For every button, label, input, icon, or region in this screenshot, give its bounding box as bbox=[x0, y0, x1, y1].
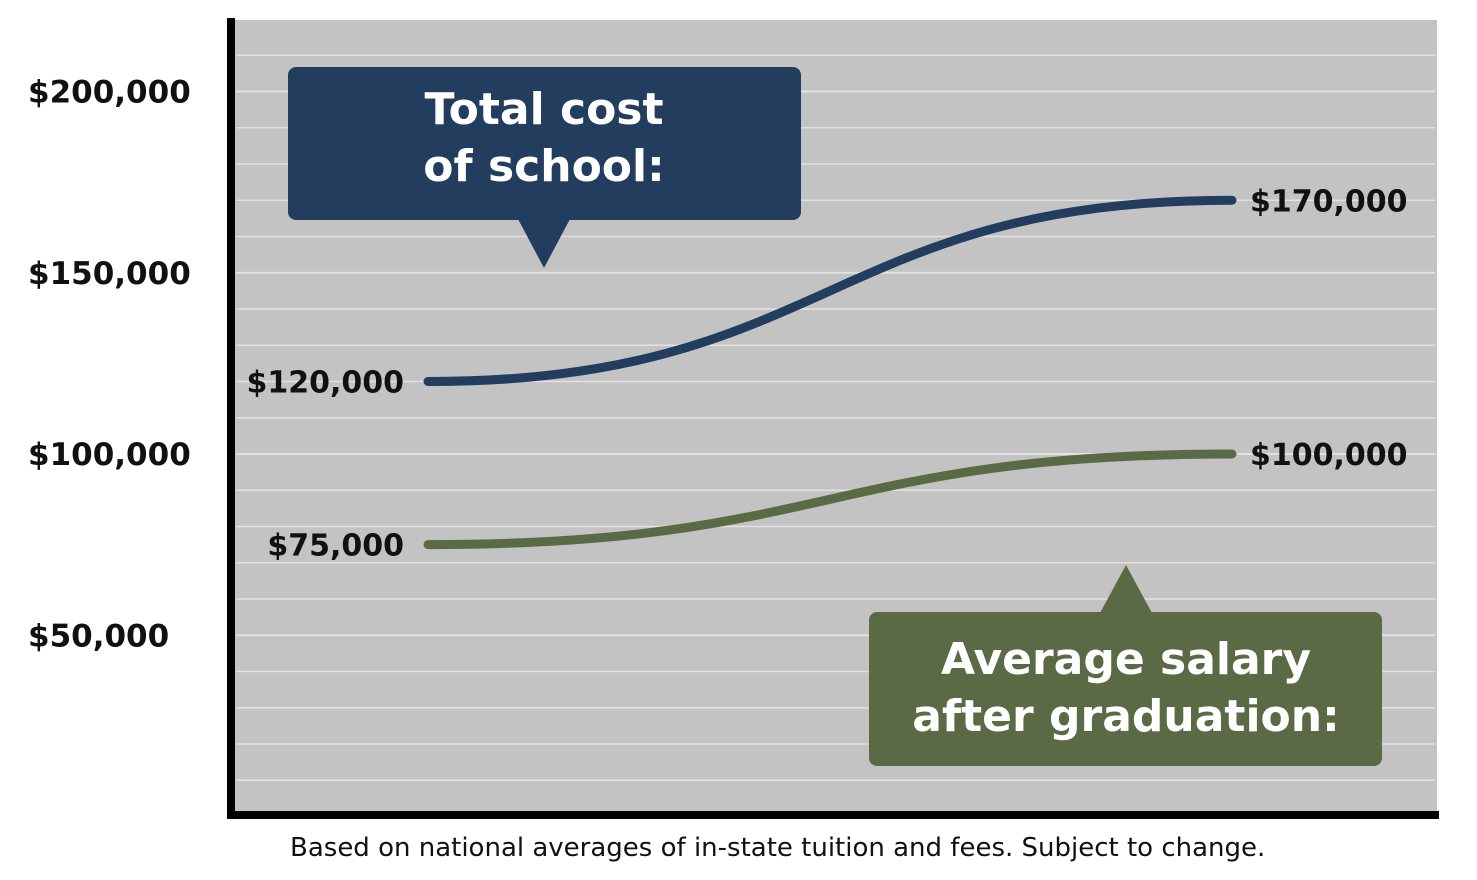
cost-start-label: $120,000 bbox=[246, 366, 404, 401]
cost-callout-pointer bbox=[518, 219, 570, 268]
salary-line bbox=[423, 449, 1237, 550]
salary-callout-line2: after graduation: bbox=[912, 691, 1339, 742]
cost-line bbox=[423, 195, 1237, 386]
cost-callout: Total cost of school: bbox=[288, 67, 801, 268]
salary-end-label: $100,000 bbox=[1250, 438, 1408, 473]
y-tick-label: $200,000 bbox=[28, 75, 191, 111]
y-tick-label: $100,000 bbox=[28, 437, 191, 473]
salary-callout-line1: Average salary bbox=[941, 634, 1311, 685]
salary-callout: Average salary after graduation: bbox=[869, 565, 1382, 766]
cost-callout-line2: of school: bbox=[423, 141, 664, 192]
series-lines bbox=[423, 195, 1237, 550]
y-tick-labels: $200,000 $150,000 $100,000 $50,000 bbox=[28, 75, 191, 655]
gridlines bbox=[236, 54, 1435, 781]
salary-callout-pointer bbox=[1100, 565, 1152, 613]
cost-callout-box bbox=[288, 67, 801, 220]
footnote: Based on national averages of in-state t… bbox=[290, 833, 1266, 863]
y-tick-label: $150,000 bbox=[28, 256, 191, 292]
data-labels: $120,000 $170,000 $75,000 $100,000 bbox=[246, 184, 1407, 563]
cost-end-label: $170,000 bbox=[1250, 184, 1408, 219]
axes bbox=[227, 18, 1439, 819]
y-tick-label: $50,000 bbox=[28, 618, 169, 654]
salary-callout-box bbox=[869, 612, 1382, 766]
salary-start-label: $75,000 bbox=[267, 529, 404, 564]
cost-callout-line1: Total cost bbox=[424, 84, 663, 135]
